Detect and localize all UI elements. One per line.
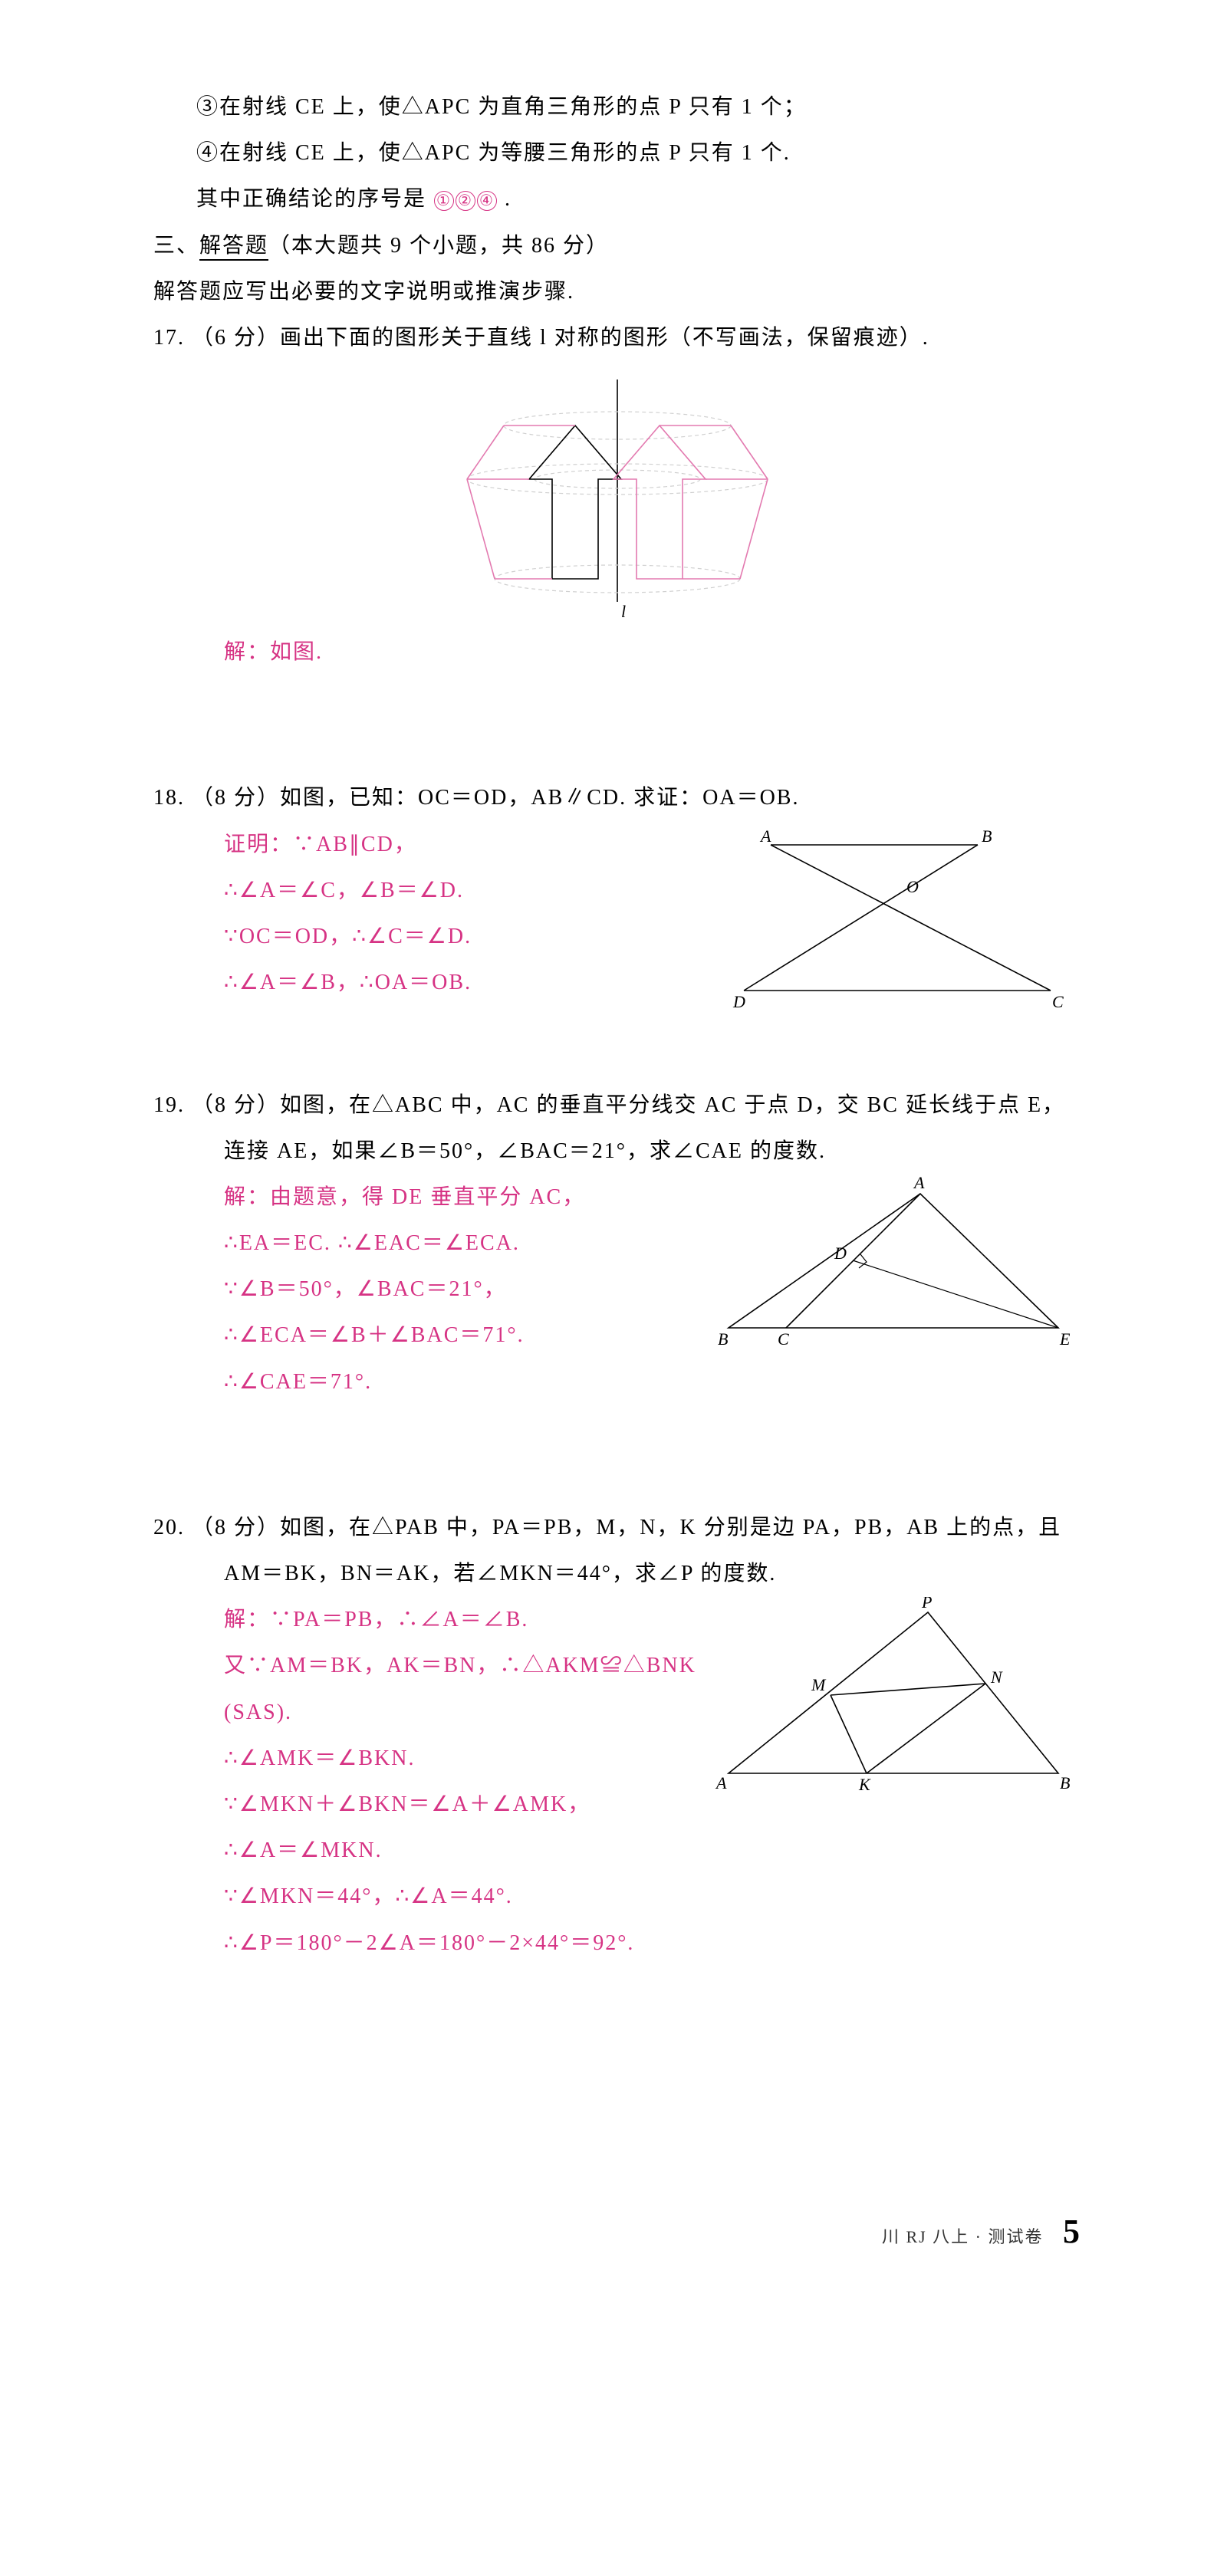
lbl-N20: N [990, 1668, 1003, 1687]
q20-sol-3: (SAS). [153, 1690, 713, 1736]
statement-4: ④在射线 CE 上，使△APC 为等腰三角形的点 P 只有 1 个. [153, 130, 1081, 176]
q18-line: 18. （8 分）如图，已知：OC＝OD，AB∥CD. 求证：OA＝OB. [153, 775, 1081, 821]
q20-num: 20. [153, 1516, 185, 1539]
footer-page: 5 [1063, 2213, 1081, 2250]
lbl-P20: P [921, 1597, 932, 1612]
q20-sol-6: ∴∠A＝∠MKN. [153, 1828, 713, 1874]
q19-text-l1: 如图，在△ABC 中，AC 的垂直平分线交 AC 于点 D，交 BC 延长线于点… [280, 1093, 1065, 1117]
q20-sol-7: ∵∠MKN＝44°，∴∠A＝44°. [153, 1874, 713, 1920]
q20-sol-5: ∵∠MKN＋∠BKN＝∠A＋∠AMK， [153, 1782, 713, 1828]
lbl-A20: A [715, 1773, 727, 1792]
q18-score: （8 分） [192, 786, 280, 810]
q18-num: 18. [153, 786, 185, 810]
q19-line1: 19. （8 分）如图，在△ABC 中，AC 的垂直平分线交 AC 于点 D，交… [153, 1083, 1081, 1129]
q18-figure-wrap: A B O D C [729, 822, 1081, 1021]
q19-line2: 连接 AE，如果∠B＝50°，∠BAC＝21°，求∠CAE 的度数. [153, 1129, 1081, 1175]
q20-figure: P A B K M N [713, 1597, 1081, 1796]
q19-score: （8 分） [192, 1093, 280, 1117]
q18-proof-3: ∵OC＝OD，∴∠C＝∠D. [153, 914, 729, 960]
axis-l-label: l [621, 602, 626, 621]
q20-sol-2: 又∵AM＝BK，AK＝BN，∴△AKM≌△BNK [153, 1643, 713, 1689]
lbl-A: A [759, 826, 771, 846]
lbl-C: C [1052, 992, 1064, 1011]
lbl-D: D [732, 992, 745, 1011]
lbl-M20: M [811, 1675, 827, 1694]
conclusion-suffix: . [505, 187, 512, 211]
q19-sol-1: 解：由题意，得 DE 垂直平分 AC， [153, 1175, 713, 1221]
q18-proof-4: ∴∠A＝∠B，∴OA＝OB. [153, 960, 729, 1006]
lbl-B20: B [1060, 1773, 1070, 1792]
section-3-paren: （本大题共 9 个小题，共 86 分） [268, 234, 609, 258]
q17-figure: l [429, 372, 805, 625]
lbl-C19: C [778, 1329, 789, 1349]
section-3-heading: 三、解答题（本大题共 9 个小题，共 86 分） [153, 223, 1081, 269]
q20-figure-wrap: P A B K M N [713, 1597, 1081, 1800]
page-footer: 川 RJ 八上 · 测试卷 5 [153, 2212, 1081, 2251]
q18-figure: A B O D C [729, 822, 1081, 1017]
answer-circled-3: ④ [477, 191, 497, 211]
lbl-B19: B [718, 1329, 728, 1349]
q17-num: 17. [153, 326, 185, 350]
q19-sol-2: ∴EA＝EC. ∴∠EAC＝∠ECA. [153, 1221, 713, 1267]
section-3-prefix: 三、 [153, 234, 199, 258]
q19-sol-4: ∴∠ECA＝∠B＋∠BAC＝71°. [153, 1313, 713, 1359]
conclusion-answer: ①②④ [433, 187, 505, 211]
q20-score: （8 分） [192, 1516, 280, 1539]
q20-sol-8: ∴∠P＝180°－2∠A＝180°－2×44°＝92°. [153, 1921, 713, 1967]
q19-sol-3: ∵∠B＝50°，∠BAC＝21°， [153, 1267, 713, 1313]
q18-proof-2: ∴∠A＝∠C，∠B＝∠D. [153, 868, 729, 914]
footer-left: 川 RJ 八上 · 测试卷 [882, 2227, 1044, 2246]
lbl-D19: D [834, 1244, 847, 1263]
q20-sol-4: ∴∠AMK＝∠BKN. [153, 1736, 713, 1782]
q20-line2: AM＝BK，BN＝AK，若∠MKN＝44°，求∠P 的度数. [153, 1551, 1081, 1597]
q19-figure-wrap: A B C D E [713, 1175, 1081, 1355]
statement-3: ③在射线 CE 上，使△APC 为直角三角形的点 P 只有 1 个； [153, 84, 1081, 130]
answer-circled-2: ② [456, 191, 475, 211]
q19-figure: A B C D E [713, 1175, 1081, 1351]
q19-sol-5: ∴∠CAE＝71°. [153, 1359, 713, 1405]
lbl-K20: K [858, 1775, 871, 1794]
q20-sol-1: 解：∵PA＝PB，∴∠A＝∠B. [153, 1597, 713, 1643]
section-3-title: 解答题 [199, 234, 268, 261]
q18-text: 如图，已知：OC＝OD，AB∥CD. 求证：OA＝OB. [280, 786, 799, 810]
section-3-note: 解答题应写出必要的文字说明或推演步骤. [153, 269, 1081, 315]
lbl-A19: A [913, 1175, 925, 1192]
lbl-O: O [906, 877, 919, 896]
q17-line: 17. （6 分）画出下面的图形关于直线 l 对称的图形（不写画法，保留痕迹）. [153, 315, 1081, 361]
conclusion-line: 其中正确结论的序号是 ①②④ . [153, 176, 1081, 222]
q17-figure-wrap: l [153, 372, 1081, 625]
answer-circled-1: ① [434, 191, 454, 211]
lbl-E19: E [1059, 1329, 1071, 1349]
q17-answer: 解：如图. [153, 629, 1081, 675]
q19-num: 19. [153, 1093, 185, 1117]
q17-text: 画出下面的图形关于直线 l 对称的图形（不写画法，保留痕迹）. [280, 326, 929, 350]
q17-score: （6 分） [192, 326, 280, 350]
q20-line1: 20. （8 分）如图，在△PAB 中，PA＝PB，M，N，K 分别是边 PA，… [153, 1505, 1081, 1551]
q18-proof-1: 证明：∵AB∥CD， [153, 822, 729, 868]
q20-text-l1: 如图，在△PAB 中，PA＝PB，M，N，K 分别是边 PA，PB，AB 上的点… [280, 1516, 1061, 1539]
conclusion-prefix: 其中正确结论的序号是 [196, 187, 426, 211]
lbl-B: B [982, 826, 992, 846]
